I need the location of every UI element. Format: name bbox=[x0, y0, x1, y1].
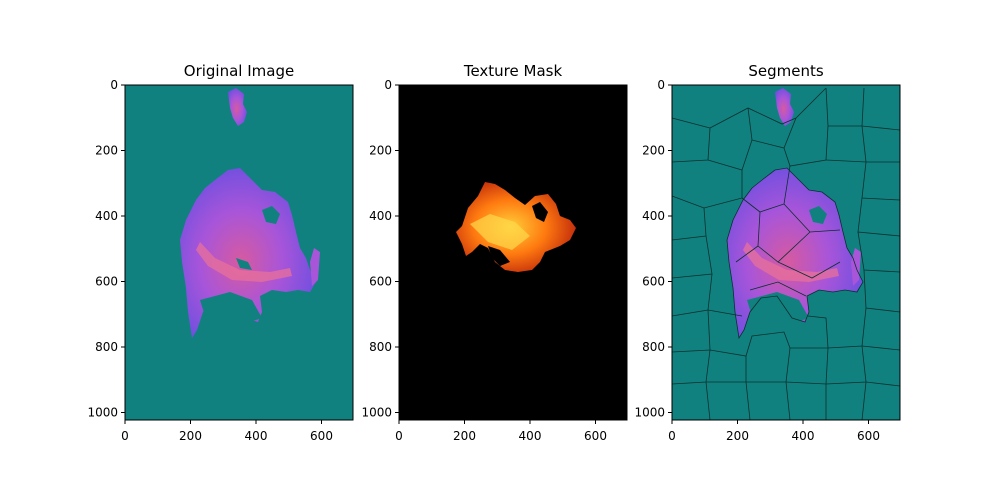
segment-boundary bbox=[861, 125, 901, 131]
y-tick-label: 1000 bbox=[361, 406, 392, 420]
y-tick-label: 800 bbox=[95, 340, 118, 354]
x-tick-label: 0 bbox=[668, 429, 676, 443]
segment-boundary bbox=[783, 125, 829, 167]
y-tick-label: 600 bbox=[642, 275, 665, 289]
image-pocket bbox=[262, 206, 280, 224]
y-tick-label: 800 bbox=[642, 340, 665, 354]
y-tick-label: 400 bbox=[369, 209, 392, 223]
segments-notch bbox=[747, 292, 809, 322]
segment-boundaries bbox=[671, 87, 901, 421]
image-blob-top bbox=[228, 88, 247, 126]
y-tick-label: 0 bbox=[384, 78, 392, 92]
panel-original-image: Original Image 0 200 400 600 bbox=[87, 62, 354, 443]
segment-boundary bbox=[707, 107, 753, 171]
mask-hole bbox=[488, 246, 510, 266]
segment-boundary bbox=[861, 381, 867, 421]
y-tick-label: 600 bbox=[95, 275, 118, 289]
segments-pocket bbox=[809, 206, 827, 224]
image-notch bbox=[200, 292, 262, 322]
segment-boundary bbox=[671, 170, 743, 209]
mask-highlight bbox=[470, 214, 530, 250]
segment-boundary bbox=[757, 211, 811, 263]
y-tick-label: 200 bbox=[642, 144, 665, 158]
axes-frame bbox=[398, 84, 628, 421]
axes-frame bbox=[124, 84, 354, 421]
panel-title-texture-mask: Texture Mask bbox=[463, 62, 563, 80]
x-tick-label: 600 bbox=[857, 429, 880, 443]
x-axis: 0 200 400 600 bbox=[395, 420, 607, 443]
x-tick-label: 600 bbox=[310, 429, 333, 443]
axes-frame bbox=[671, 84, 901, 421]
segments-blob-main bbox=[727, 168, 863, 338]
segment-boundary bbox=[785, 381, 791, 421]
image-streak bbox=[196, 242, 292, 282]
segments-streak bbox=[743, 242, 839, 282]
x-axis: 0 200 400 600 bbox=[668, 420, 880, 443]
image-blob-main bbox=[180, 168, 316, 338]
x-tick-label: 200 bbox=[453, 429, 476, 443]
y-tick-label: 200 bbox=[95, 144, 118, 158]
segment-boundary bbox=[726, 167, 864, 340]
y-axis: 0 200 400 600 800 1000 bbox=[361, 78, 399, 420]
x-tick-label: 200 bbox=[726, 429, 749, 443]
x-tick-label: 200 bbox=[179, 429, 202, 443]
panel-title-original: Original Image bbox=[184, 62, 294, 80]
segment-boundary bbox=[705, 381, 711, 421]
y-tick-label: 400 bbox=[95, 209, 118, 223]
y-tick-label: 200 bbox=[369, 144, 392, 158]
segment-boundary bbox=[671, 87, 827, 129]
image-pocket bbox=[236, 258, 252, 270]
x-tick-label: 400 bbox=[792, 429, 815, 443]
segment-boundary bbox=[741, 165, 791, 213]
mask-hole bbox=[532, 202, 548, 222]
segments-blob-top bbox=[775, 88, 794, 126]
x-tick-label: 0 bbox=[395, 429, 403, 443]
segment-boundary bbox=[777, 261, 841, 279]
segment-boundary bbox=[735, 245, 759, 263]
x-tick-label: 600 bbox=[584, 429, 607, 443]
image-blob-fragment bbox=[310, 248, 320, 286]
segment-boundary bbox=[707, 309, 743, 317]
y-axis: 0 200 400 600 800 1000 bbox=[87, 78, 125, 420]
y-axis: 0 200 400 600 800 1000 bbox=[634, 78, 672, 420]
y-tick-label: 400 bbox=[642, 209, 665, 223]
y-tick-label: 1000 bbox=[87, 406, 118, 420]
y-tick-label: 0 bbox=[110, 78, 118, 92]
segment-boundary bbox=[861, 345, 901, 351]
panel-texture-mask: Texture Mask 0 200 400 600 0 200 400 bbox=[361, 62, 628, 443]
y-tick-label: 600 bbox=[369, 275, 392, 289]
x-axis: 0 200 400 600 bbox=[121, 420, 333, 443]
x-tick-label: 400 bbox=[519, 429, 542, 443]
segment-boundary bbox=[825, 87, 865, 127]
x-tick-label: 400 bbox=[245, 429, 268, 443]
x-tick-label: 0 bbox=[121, 429, 129, 443]
panel-title-segments: Segments bbox=[748, 62, 824, 80]
segment-boundary bbox=[745, 381, 751, 421]
y-tick-label: 800 bbox=[369, 340, 392, 354]
segment-boundary bbox=[709, 331, 828, 357]
y-tick-label: 0 bbox=[657, 78, 665, 92]
segment-boundary bbox=[865, 381, 901, 387]
y-tick-label: 1000 bbox=[634, 406, 665, 420]
segment-boundary bbox=[749, 281, 807, 297]
panel-segments: Segments bbox=[634, 62, 901, 443]
